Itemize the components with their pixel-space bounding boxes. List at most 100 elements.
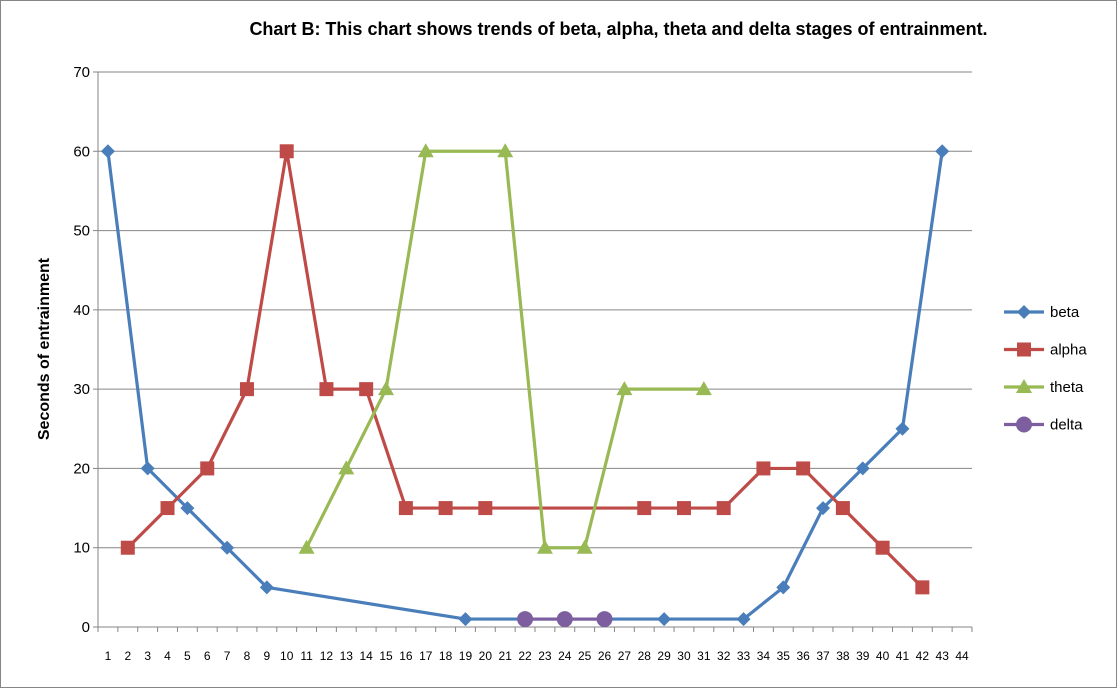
data-point-theta [417, 143, 434, 158]
x-tick-label: 34 [757, 649, 771, 663]
x-tick-label: 12 [320, 649, 334, 663]
data-point-alpha [478, 501, 493, 516]
data-point-beta [140, 461, 155, 476]
x-tick-label: 29 [657, 649, 671, 663]
data-point-alpha [279, 144, 294, 159]
legend-marker-alpha [1017, 342, 1031, 357]
x-tick-label: 25 [578, 649, 592, 663]
x-tick-label: 9 [263, 649, 270, 663]
legend-marker-beta [1017, 305, 1031, 319]
data-point-alpha [835, 501, 850, 516]
data-point-alpha [875, 540, 890, 555]
legend-label-theta: theta [1050, 379, 1084, 396]
data-point-beta [220, 540, 235, 555]
x-tick-label: 3 [144, 649, 151, 663]
x-tick-label: 7 [224, 649, 231, 663]
data-point-beta [855, 461, 870, 476]
y-tick-label: 70 [73, 64, 90, 81]
x-tick-label: 40 [876, 649, 890, 663]
y-tick-label: 10 [73, 540, 90, 557]
x-tick-label: 19 [459, 649, 473, 663]
data-point-beta [895, 421, 910, 436]
x-tick-label: 31 [697, 649, 711, 663]
series-markers [100, 143, 950, 628]
data-point-theta [695, 381, 712, 396]
x-tick-label: 36 [796, 649, 810, 663]
x-tick-label: 27 [618, 649, 632, 663]
x-tick-label: 2 [124, 649, 131, 663]
data-point-theta [338, 460, 355, 475]
x-tick-label: 24 [558, 649, 572, 663]
data-point-beta [776, 580, 791, 595]
x-tick-label: 44 [955, 649, 969, 663]
legend: beta alpha theta delta [1004, 304, 1087, 434]
data-point-beta [816, 501, 831, 516]
data-point-alpha [319, 382, 334, 397]
x-tick-label: 33 [737, 649, 751, 663]
y-tick-label: 30 [73, 381, 90, 398]
x-tick-label: 18 [439, 649, 453, 663]
x-tick-label: 20 [479, 649, 493, 663]
data-point-beta [935, 144, 950, 159]
data-point-theta [536, 539, 553, 554]
x-tick-label: 37 [816, 649, 830, 663]
data-point-alpha [915, 580, 930, 595]
data-point-theta [378, 381, 395, 396]
y-tick-label: 20 [73, 460, 90, 477]
x-tick-label: 1 [105, 649, 112, 663]
data-point-alpha [120, 540, 135, 555]
x-tick-label: 8 [244, 649, 251, 663]
x-tick-label: 15 [379, 649, 393, 663]
x-tick-label: 42 [916, 649, 930, 663]
x-tick-label: 26 [598, 649, 612, 663]
data-point-alpha [796, 461, 811, 476]
data-point-alpha [160, 501, 175, 516]
data-point-beta [657, 612, 672, 627]
x-tick-label: 38 [836, 649, 850, 663]
gridlines [98, 71, 972, 549]
series-line-theta [305, 149, 704, 550]
data-point-beta [180, 501, 195, 516]
data-point-beta [736, 612, 751, 627]
x-tick-label: 39 [856, 649, 870, 663]
x-tick-label: 10 [280, 649, 294, 663]
x-tick-label: 30 [677, 649, 691, 663]
data-point-alpha [239, 382, 254, 397]
legend-label-delta: delta [1050, 417, 1083, 434]
x-tick-label: 41 [896, 649, 910, 663]
data-point-theta [298, 539, 315, 554]
data-point-alpha [637, 501, 652, 516]
x-tick-label: 17 [419, 649, 433, 663]
legend-marker-delta [1016, 416, 1032, 433]
data-point-alpha [398, 501, 413, 516]
x-tick-label: 22 [518, 649, 532, 663]
series-lines [106, 149, 944, 621]
x-tick-label: 32 [717, 649, 731, 663]
x-tick-label: 4 [164, 649, 171, 663]
y-tick-label: 50 [73, 223, 90, 240]
x-tick-label: 35 [777, 649, 791, 663]
data-point-alpha [716, 501, 731, 516]
x-tick-label: 28 [638, 649, 652, 663]
data-point-beta [458, 612, 473, 627]
data-point-alpha [756, 461, 771, 476]
x-tick-label: 21 [499, 649, 513, 663]
data-point-theta [497, 143, 514, 158]
y-tick-label: 0 [82, 619, 90, 636]
x-tick-label: 13 [340, 649, 354, 663]
data-point-delta [596, 611, 613, 628]
series-line-alpha [126, 149, 924, 589]
y-tick-label: 60 [73, 143, 90, 160]
data-point-alpha [200, 461, 215, 476]
x-tick-label: 43 [936, 649, 950, 663]
y-axis-label: Seconds of entrainment [36, 257, 53, 440]
legend-marker-theta [1016, 379, 1032, 393]
x-tick-label: 16 [399, 649, 413, 663]
x-tick-labels: 1 2 3 4 5 6 7 8 9 10 11 12 13 14 15 16 17 18 19 20 21 22 23 24 2… [105, 649, 969, 663]
x-tick-label: 5 [184, 649, 191, 663]
x-tick-label: 23 [538, 649, 552, 663]
y-tick-label: 40 [73, 302, 90, 319]
data-point-theta [616, 381, 633, 396]
